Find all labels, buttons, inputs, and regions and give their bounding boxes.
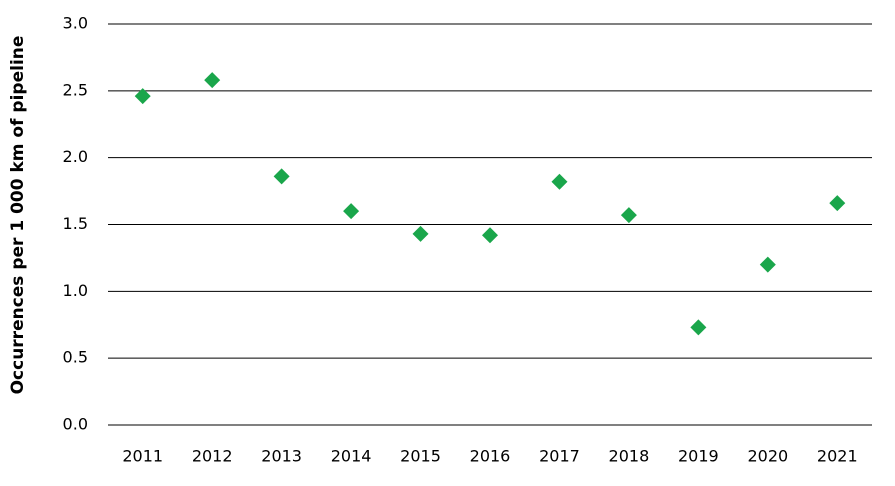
x-tick-label: 2017 [539,447,580,466]
point [551,173,568,190]
y-tick-label: 3.0 [63,14,88,33]
point [204,72,221,89]
y-tick-label: 0.5 [63,348,88,367]
x-tick-label: 2021 [817,447,858,466]
x-tick-label: 2018 [609,447,650,466]
point [134,88,151,105]
y-tick-label: 2.5 [63,80,88,99]
y-axis-label: Occurrences per 1 000 km of pipeline [8,36,28,395]
x-tick-label: 2019 [678,447,719,466]
point [759,256,776,273]
point [829,195,846,212]
x-tick-label: 2013 [261,447,302,466]
point [412,225,429,242]
x-tick-label: 2014 [331,447,372,466]
y-tick-label: 2.0 [63,147,88,166]
point [273,168,290,185]
x-tick-label: 2016 [470,447,511,466]
x-tick-label: 2011 [122,447,163,466]
point [620,207,637,224]
x-tick-label: 2015 [400,447,441,466]
y-tick-label: 1.0 [63,281,88,300]
y-tick-label: 1.5 [63,214,88,233]
x-tick-label: 2012 [192,447,233,466]
point [690,319,707,336]
point [343,203,360,220]
y-tick-label: 0.0 [63,415,88,434]
x-tick-label: 2020 [747,447,788,466]
point [482,227,498,244]
